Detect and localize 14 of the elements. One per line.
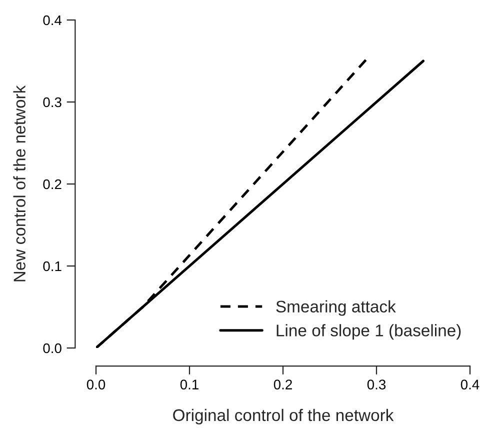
x-tick-label: 0.1 <box>180 380 198 390</box>
x-tick-label: 0.3 <box>367 380 386 390</box>
legend-label: Line of slope 1 (baseline) <box>276 324 461 340</box>
x-tick-label: 0.2 <box>274 380 292 390</box>
y-tick-label: 0.2 <box>43 179 62 190</box>
y-axis-title: New control of the network <box>13 85 26 282</box>
x-tick-label: 0.4 <box>460 380 480 390</box>
x-tick-label: 0.0 <box>86 380 106 390</box>
y-tick-label: 0.4 <box>43 15 62 26</box>
y-tick-label: 0.1 <box>43 261 62 272</box>
y-tick-label: 0.0 <box>43 343 62 354</box>
legend-label: Smearing attack <box>276 300 396 316</box>
y-tick-label: 0.3 <box>43 97 62 108</box>
x-axis-title: Original control of the network <box>173 408 394 424</box>
